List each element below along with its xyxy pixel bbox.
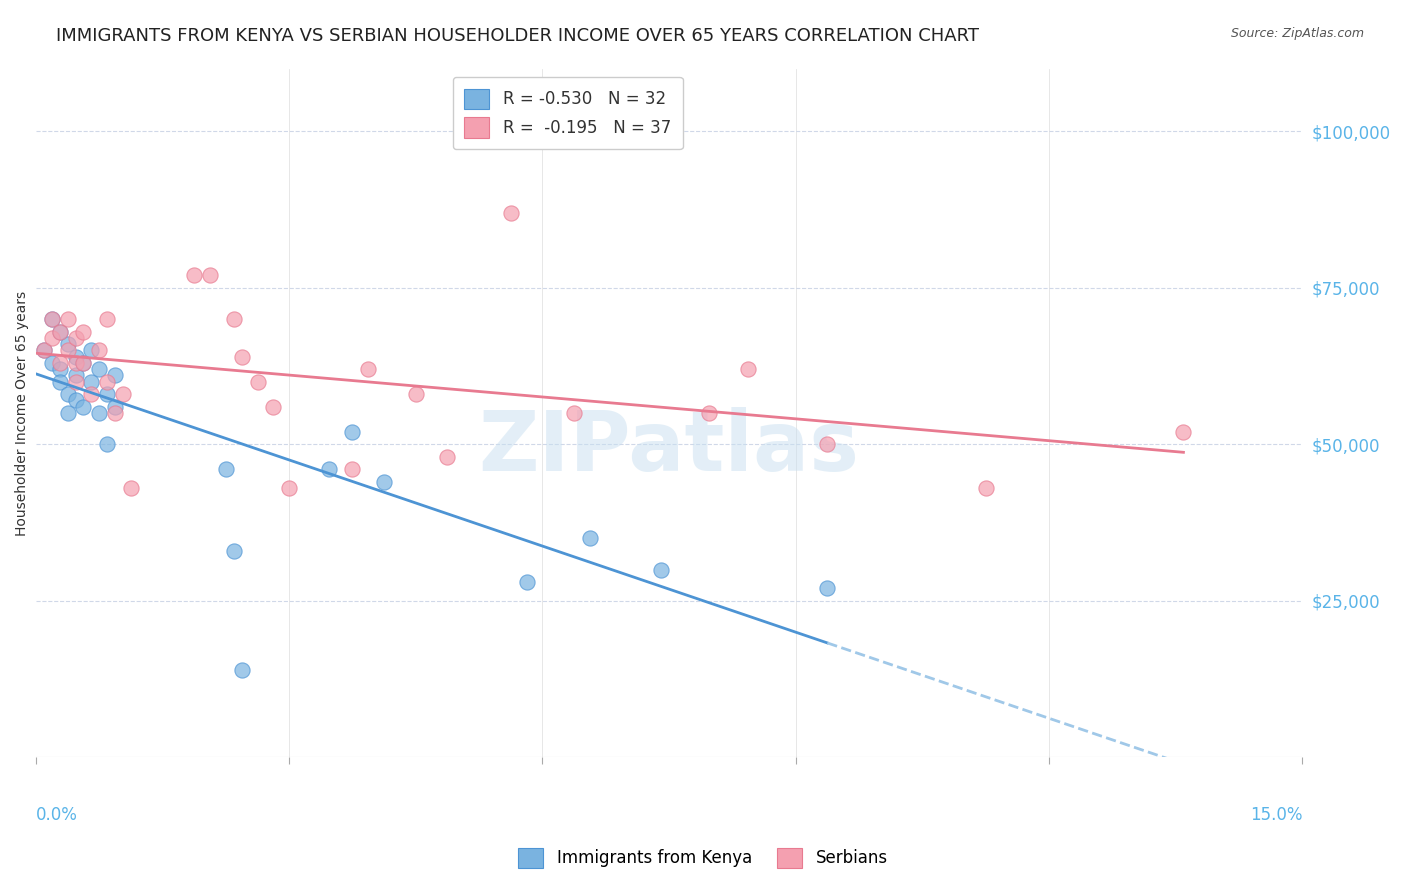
Point [815, 582, 838, 596]
Point [65, 331, 87, 345]
Point [246, 375, 269, 389]
Point [80, 343, 103, 358]
Point [72, 325, 94, 339]
Point [405, 387, 427, 401]
Point [96, 387, 118, 401]
Point [80, 387, 103, 401]
Point [48, 375, 70, 389]
Text: 0.0%: 0.0% [37, 805, 77, 823]
Point [222, 312, 245, 326]
Point [72, 356, 94, 370]
Point [1173, 425, 1195, 439]
Point [32, 343, 55, 358]
Point [120, 481, 142, 495]
Point [815, 437, 838, 451]
Point [436, 450, 458, 464]
Point [48, 356, 70, 370]
Point [65, 368, 87, 383]
Text: Source: ZipAtlas.com: Source: ZipAtlas.com [1230, 27, 1364, 40]
Point [737, 362, 759, 376]
Point [974, 481, 997, 495]
Point [41, 356, 63, 370]
Point [111, 387, 134, 401]
Point [499, 205, 522, 219]
Point [222, 543, 245, 558]
Point [48, 362, 70, 376]
Point [65, 375, 87, 389]
Text: ZIPatlas: ZIPatlas [478, 407, 859, 488]
Point [65, 393, 87, 408]
Text: IMMIGRANTS FROM KENYA VS SERBIAN HOUSEHOLDER INCOME OVER 65 YEARS CORRELATION CH: IMMIGRANTS FROM KENYA VS SERBIAN HOUSEHO… [56, 27, 979, 45]
Legend: R = -0.530   N = 32, R =  -0.195   N = 37: R = -0.530 N = 32, R = -0.195 N = 37 [453, 77, 683, 149]
Point [231, 663, 253, 677]
Point [96, 312, 118, 326]
Point [56, 343, 79, 358]
Point [373, 475, 395, 489]
Point [342, 462, 364, 476]
Text: 15.0%: 15.0% [1250, 805, 1302, 823]
Point [89, 406, 111, 420]
Point [342, 425, 364, 439]
Point [579, 531, 602, 545]
Point [56, 387, 79, 401]
Point [262, 400, 284, 414]
Point [198, 268, 221, 283]
Point [278, 481, 301, 495]
Point [104, 368, 127, 383]
Point [56, 406, 79, 420]
Point [72, 356, 94, 370]
Point [41, 331, 63, 345]
Point [56, 312, 79, 326]
Point [215, 462, 238, 476]
Point [48, 325, 70, 339]
Point [562, 406, 585, 420]
Point [104, 406, 127, 420]
Point [89, 362, 111, 376]
Point [41, 312, 63, 326]
Point [318, 462, 340, 476]
Point [697, 406, 720, 420]
Point [89, 343, 111, 358]
Point [65, 356, 87, 370]
Point [357, 362, 380, 376]
Point [650, 562, 672, 576]
Legend: Immigrants from Kenya, Serbians: Immigrants from Kenya, Serbians [512, 841, 894, 875]
Point [96, 375, 118, 389]
Point [32, 343, 55, 358]
Point [56, 337, 79, 351]
Point [183, 268, 205, 283]
Point [231, 350, 253, 364]
Point [104, 400, 127, 414]
Point [41, 312, 63, 326]
Point [65, 350, 87, 364]
Point [80, 375, 103, 389]
Point [516, 575, 538, 590]
Point [96, 437, 118, 451]
Y-axis label: Householder Income Over 65 years: Householder Income Over 65 years [15, 291, 30, 535]
Point [48, 325, 70, 339]
Point [72, 400, 94, 414]
